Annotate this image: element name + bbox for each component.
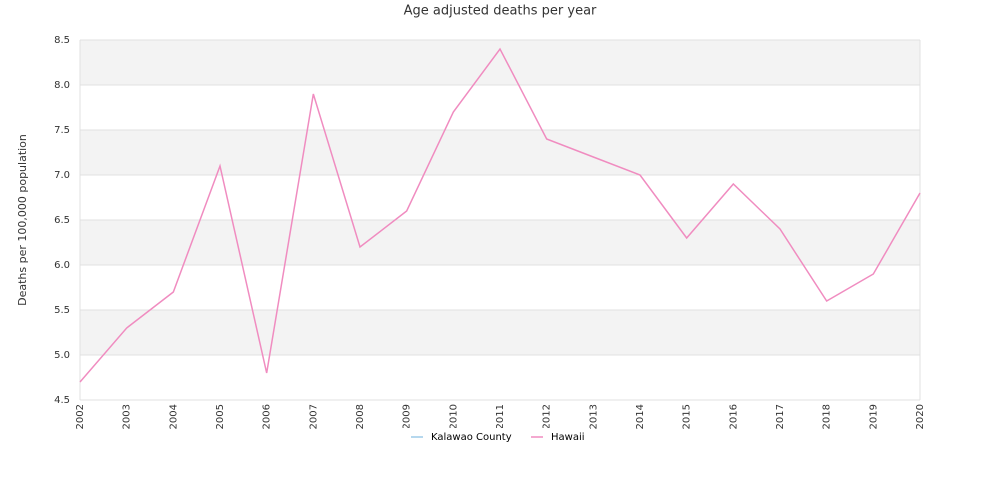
y-tick-label: 6.5	[54, 215, 70, 226]
series-line	[79, 47, 921, 383]
x-tick-label: 2010	[448, 404, 459, 429]
legend-label: Hawaii	[551, 432, 585, 443]
y-tick-label: 6.0	[54, 260, 70, 271]
x-tick-label: 2012	[542, 404, 553, 429]
plot-band	[80, 220, 920, 265]
y-tick-label: 7.0	[54, 170, 70, 181]
x-tick-label: 2015	[682, 404, 693, 429]
x-tick-label: 2016	[728, 404, 739, 429]
x-tick-label: 2004	[168, 404, 179, 429]
x-tick-label: 2003	[122, 404, 133, 429]
y-tick-label: 4.5	[54, 395, 70, 406]
x-tick-label: 2014	[635, 404, 646, 429]
x-tick-label: 2009	[402, 404, 413, 429]
plot-band	[80, 40, 920, 85]
x-tick-label: 2002	[75, 404, 86, 429]
legend-background	[400, 428, 590, 446]
x-tick-label: 2018	[822, 404, 833, 429]
y-tick-label: 5.5	[54, 305, 70, 316]
x-tick-label: 2017	[775, 404, 786, 429]
y-axis-label: Deaths per 100,000 population	[16, 134, 29, 306]
y-tick-label: 5.0	[54, 350, 70, 361]
chart-title: Age adjusted deaths per year	[404, 4, 597, 19]
x-tick-label: 2020	[915, 404, 926, 429]
x-tick-label: 2013	[588, 404, 599, 429]
y-tick-label: 7.5	[54, 125, 70, 136]
x-tick-label: 2008	[355, 404, 366, 429]
x-tick-label: 2011	[495, 404, 506, 429]
plot-band	[80, 310, 920, 355]
y-tick-label: 8.5	[54, 35, 70, 46]
x-tick-label: 2019	[868, 404, 879, 429]
legend-label: Kalawao County	[431, 432, 512, 443]
x-tick-label: 2006	[262, 404, 273, 429]
x-tick-label: 2007	[308, 404, 319, 429]
plot-band	[80, 130, 920, 175]
y-tick-label: 8.0	[54, 80, 70, 91]
x-tick-label: 2005	[215, 404, 226, 429]
